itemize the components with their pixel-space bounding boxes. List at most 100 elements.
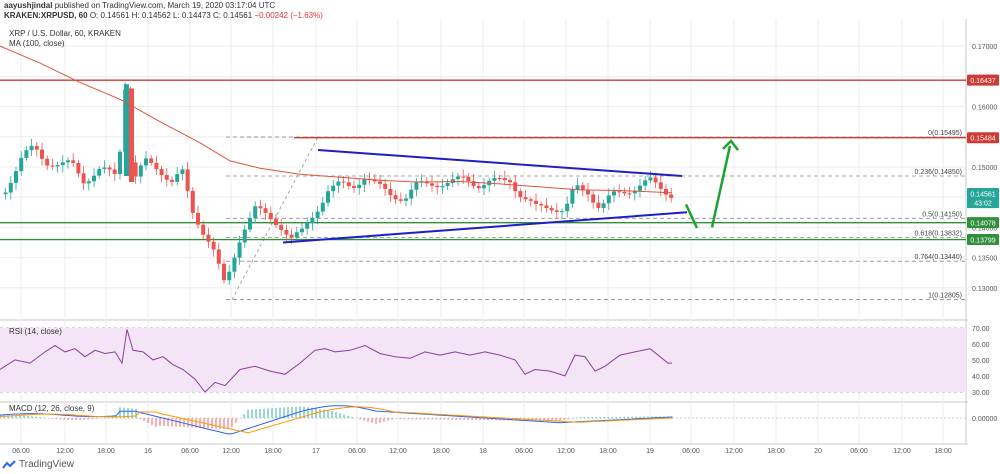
rsi-band xyxy=(0,327,966,392)
price-tick-label: 0.13500 xyxy=(972,256,997,263)
rsi-tick-label: 50.00 xyxy=(972,358,990,365)
time-tick-label: 16 xyxy=(144,448,152,455)
time-tick-label: 12:00 xyxy=(893,448,911,455)
candle-down xyxy=(586,189,590,195)
legend-macd: MACD (12, 26, close, 9) xyxy=(9,404,95,413)
time-tick-label: 12:00 xyxy=(56,448,74,455)
candle-down xyxy=(383,183,388,189)
time-tick-label: 06:00 xyxy=(12,448,30,455)
candle-up xyxy=(8,182,13,193)
candle-down xyxy=(544,205,549,209)
price-tick-label: 0.15000 xyxy=(972,165,997,172)
candle-down xyxy=(164,175,169,180)
candle-up xyxy=(300,228,304,233)
candle-up xyxy=(638,185,642,191)
candle-down xyxy=(185,169,190,191)
macd-line xyxy=(0,405,673,435)
time-tick-label: 18:00 xyxy=(767,448,785,455)
candle-up xyxy=(362,178,367,185)
green-arrow-up xyxy=(710,145,732,228)
price-tick-label: 0.17000 xyxy=(972,44,997,51)
candle-up xyxy=(331,185,336,192)
time-tick-label: 17 xyxy=(312,448,320,455)
price-tick-label: 0.16000 xyxy=(972,105,997,112)
candle-down xyxy=(596,202,601,209)
candle-down xyxy=(388,188,393,196)
candle-down xyxy=(471,181,476,187)
macd-signal-line xyxy=(0,406,673,434)
candle-down xyxy=(107,167,112,170)
rsi-tick-label: 40.00 xyxy=(972,374,990,381)
rsi-tick-label: 70.00 xyxy=(972,326,990,333)
price-badge xyxy=(967,187,999,199)
author-name[interactable]: aayushjindal xyxy=(4,1,53,10)
candle-up xyxy=(565,203,570,212)
candle-down xyxy=(268,212,273,220)
candle-down xyxy=(398,199,403,201)
candle-up xyxy=(492,177,497,181)
candle-up xyxy=(632,190,637,194)
candle-up xyxy=(144,158,148,166)
legend-ma: MA (100, close) xyxy=(9,39,65,48)
candle-down xyxy=(289,234,294,238)
price-badge-label: 0.15484 xyxy=(970,136,995,143)
drawings[interactable] xyxy=(282,139,739,244)
arrow-head-icon xyxy=(722,139,739,151)
fibonacci-retracement[interactable]: 0(0.15495) 0.236(0.14850) 0.5(0.14150) 0.61… xyxy=(226,130,966,300)
lower-trendline xyxy=(282,211,688,244)
candle-up xyxy=(575,185,580,190)
candle-down xyxy=(154,162,159,170)
candle-down xyxy=(170,179,174,182)
time-tick-label: 06:00 xyxy=(181,448,199,455)
candle-down xyxy=(378,181,382,184)
candle-down xyxy=(622,191,627,194)
candle-down xyxy=(653,177,658,183)
candle-down xyxy=(352,186,356,189)
candle-down xyxy=(211,241,216,250)
time-tick-label: 06:00 xyxy=(850,448,868,455)
price-badge-label: 0.14078 xyxy=(970,221,995,228)
candle-up xyxy=(60,162,65,166)
green-arrow-down xyxy=(684,203,699,229)
time-tick-label: 06:00 xyxy=(348,448,366,455)
candle-down xyxy=(346,182,351,187)
price-badge xyxy=(967,234,999,246)
candle-down xyxy=(476,186,481,189)
candle-down xyxy=(71,160,76,163)
ohlc-values: O: 0.14561 H: 0.14562 L: 0.14473 C: 0.14… xyxy=(89,11,253,20)
candle-up xyxy=(612,191,616,196)
candle-down xyxy=(284,229,289,235)
candle-up xyxy=(450,179,455,183)
candle-down xyxy=(497,177,502,179)
candle-up xyxy=(232,257,237,272)
candle-up xyxy=(14,171,18,183)
time-tick-label: 12:00 xyxy=(389,448,407,455)
candle-down xyxy=(393,195,398,200)
candle-up xyxy=(66,160,70,163)
candle-up xyxy=(294,232,299,238)
horizontal-levels[interactable] xyxy=(0,79,966,241)
time-tick-label: 06:00 xyxy=(515,448,533,455)
candle-up xyxy=(320,202,325,212)
candle-up xyxy=(357,184,362,189)
rsi-tick-label: 30.00 xyxy=(972,390,990,397)
candle-up xyxy=(3,192,8,195)
candle-up xyxy=(175,174,180,182)
tradingview-logo[interactable]: TradingView xyxy=(2,459,74,470)
candle-up xyxy=(86,181,91,184)
candle-up xyxy=(643,180,648,186)
change-value: −0.00242 (−1.63%) xyxy=(254,11,323,20)
candle-down xyxy=(258,206,263,209)
time-tick-label: 18:00 xyxy=(432,448,450,455)
candle-up xyxy=(97,168,102,176)
time-tick-label: 18:00 xyxy=(264,448,282,455)
candle-up xyxy=(404,198,408,201)
candle-down xyxy=(554,210,559,212)
candle-down xyxy=(580,185,585,190)
candle-up xyxy=(440,185,445,188)
legend-rsi: RSI (14, close) xyxy=(9,327,62,336)
price-tick-label: 0.13000 xyxy=(972,286,997,293)
axes: 0.130000.135000.140000.145000.150000.155… xyxy=(12,44,997,455)
candle-down xyxy=(430,183,434,186)
